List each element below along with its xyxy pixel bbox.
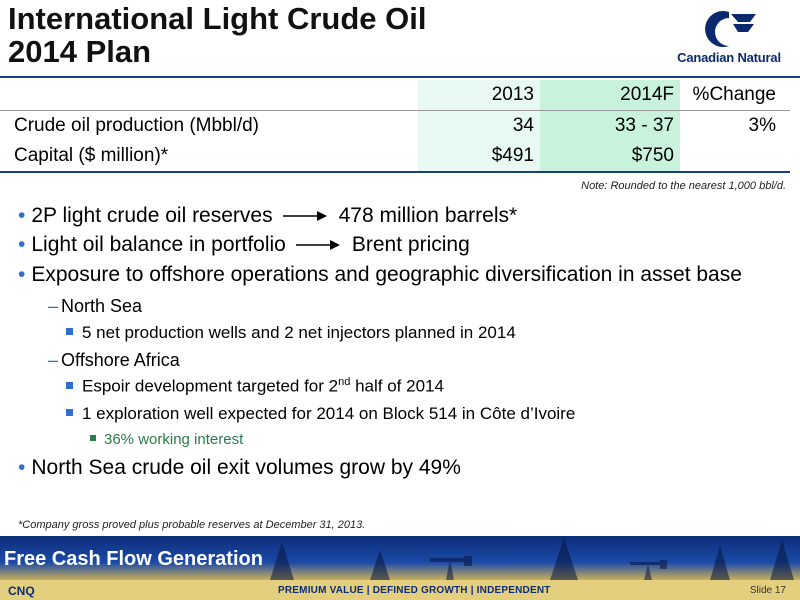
- table-row: Capital ($ million)* $491 $750: [0, 141, 790, 173]
- tagline: PREMIUM VALUE | DEFINED GROWTH | INDEPEN…: [278, 585, 551, 596]
- logo-icon: [705, 11, 756, 47]
- exit-volumes-text: North Sea crude oil exit volumes grow by…: [31, 456, 461, 479]
- offshore-africa-label: Offshore Africa: [61, 350, 180, 370]
- table-cell: Capital ($ million)*: [0, 141, 418, 173]
- bullet-dot-icon: •: [18, 263, 26, 286]
- table-header-cell: %Change: [680, 80, 790, 111]
- bullet-dot-icon: •: [18, 204, 26, 227]
- table-cell: Crude oil production (Mbbl/d): [14, 115, 260, 136]
- company-logo: Canadian Natural: [664, 8, 794, 68]
- espoir-text: Espoir development targeted for 2: [82, 376, 339, 396]
- banner-title: Free Cash Flow Generation: [4, 548, 263, 570]
- arrow-right-icon: [295, 240, 340, 251]
- detail-exploration: 1 exploration well expected for 2014 on …: [66, 404, 575, 424]
- bullet-exposure: • Exposure to offshore operations and geo…: [18, 263, 742, 287]
- table-header-cell: 2014F: [540, 80, 680, 111]
- dash-icon: –: [48, 296, 59, 316]
- table-header-cell: 2013: [418, 80, 540, 111]
- table-cell: 33 - 37: [540, 110, 680, 141]
- table-cell: 3%: [748, 115, 776, 136]
- bullet-exit-volumes: • North Sea crude oil exit volumes grow b…: [18, 456, 461, 480]
- table-row: Crude oil production (Mbbl/d) 34 33 - 37…: [0, 110, 790, 141]
- ticker-label: CNQ: [8, 584, 35, 598]
- sub-bullet-north-sea: – North Sea: [48, 296, 142, 317]
- arrow-right-icon: [282, 211, 327, 222]
- exposure-text: Exposure to offshore operations and geog…: [31, 263, 742, 286]
- section-banner: Free Cash Flow Generation: [0, 536, 800, 580]
- espoir-superscript: nd: [338, 376, 351, 388]
- bullet-reserves: • 2P light crude oil reserves 478 million …: [18, 204, 517, 228]
- espoir-text-end: half of 2014: [350, 376, 444, 396]
- table-header-cell: [0, 80, 418, 111]
- square-bullet-icon: [90, 435, 96, 441]
- footer-bar: CNQ PREMIUM VALUE | DEFINED GROWTH | IND…: [0, 580, 800, 600]
- header-divider: [0, 76, 800, 78]
- table-note: Note: Rounded to the nearest 1,000 bbl/d…: [581, 180, 786, 192]
- dash-icon: –: [48, 350, 59, 370]
- square-bullet-icon: [66, 409, 73, 416]
- working-interest-text: 36% working interest: [104, 431, 244, 448]
- table-cell: [680, 141, 790, 173]
- north-sea-label: North Sea: [61, 296, 143, 316]
- balance-value: Brent pricing: [351, 233, 470, 256]
- square-bullet-icon: [66, 328, 73, 335]
- reserves-label: 2P light crude oil reserves: [31, 204, 273, 227]
- table-cell: $491: [418, 141, 540, 173]
- detail-espoir: Espoir development targeted for 2nd half…: [66, 376, 444, 397]
- balance-label: Light oil balance in portfolio: [31, 233, 286, 256]
- table-cell: 34: [418, 110, 540, 141]
- sub-bullet-offshore-africa: – Offshore Africa: [48, 350, 180, 371]
- title-line-2: 2014 Plan: [8, 34, 152, 69]
- reserves-value: 478 million barrels*: [338, 204, 518, 227]
- table-cell: $750: [540, 141, 680, 173]
- slide-title: International Light Crude Oil 2014 Plan: [8, 2, 628, 68]
- north-sea-detail: 5 net production wells and 2 net injecto…: [82, 323, 516, 342]
- kpi-table: 2013 2014F %Change Crude oil production …: [0, 80, 790, 173]
- title-line-1: International Light Crude Oil: [8, 1, 427, 36]
- detail-working-interest: 36% working interest: [90, 431, 243, 448]
- detail-north-sea-wells: 5 net production wells and 2 net injecto…: [66, 323, 516, 343]
- table-header-row: 2013 2014F %Change: [0, 80, 790, 111]
- square-bullet-icon: [66, 381, 73, 389]
- bullet-dot-icon: •: [18, 233, 26, 256]
- exploration-text: 1 exploration well expected for 2014 on …: [82, 404, 576, 423]
- footnote: *Company gross proved plus probable rese…: [18, 519, 366, 531]
- slide-number: Slide 17: [749, 585, 786, 596]
- logo-text: Canadian Natural: [677, 50, 781, 65]
- bullet-balance: • Light oil balance in portfolio Brent pri…: [18, 233, 470, 257]
- oilfield-silhouette-icon: [270, 538, 794, 580]
- bullet-dot-icon: •: [18, 456, 26, 479]
